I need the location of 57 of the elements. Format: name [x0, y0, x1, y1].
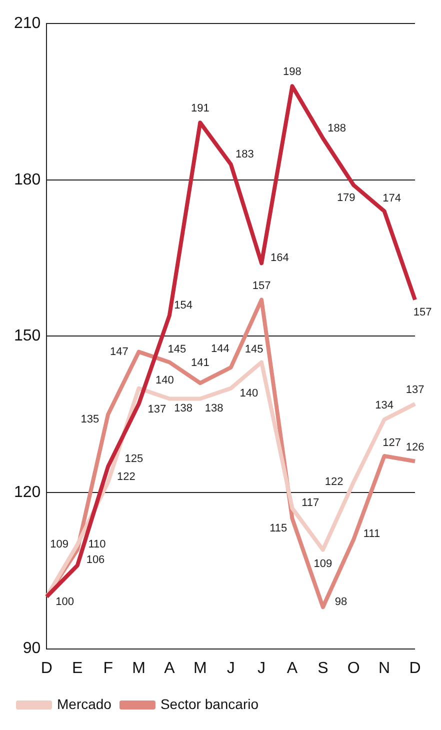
- data-label: 198: [283, 66, 302, 78]
- data-label: 164: [270, 252, 289, 264]
- x-tick-label: F: [103, 660, 114, 677]
- data-label: 183: [236, 148, 254, 160]
- data-label: 141: [190, 357, 210, 370]
- data-label: 137: [406, 384, 424, 396]
- data-label: 115: [270, 522, 288, 534]
- data-label: 122: [117, 470, 136, 483]
- data-label: 157: [413, 306, 432, 319]
- x-tick-label: J: [226, 660, 235, 677]
- data-label: 191: [190, 102, 210, 115]
- x-tick-label: N: [378, 660, 390, 677]
- data-label: 125: [124, 452, 144, 465]
- data-label: 109: [50, 538, 68, 550]
- x-tick-label: D: [40, 660, 52, 677]
- data-label: 98: [334, 596, 348, 608]
- legend-label: Sector bancario: [160, 696, 259, 712]
- data-label: 137: [148, 403, 166, 416]
- x-tick-label: D: [409, 660, 421, 677]
- data-label: 117: [302, 496, 320, 509]
- data-label: 157: [252, 280, 271, 292]
- data-label: 106: [86, 554, 105, 566]
- x-tick-label: M: [132, 660, 146, 677]
- data-label: 138: [204, 402, 224, 415]
- y-tick-label: 150: [14, 328, 41, 345]
- data-label: 147: [110, 346, 128, 358]
- y-tick-label: 90: [22, 640, 41, 658]
- data-label: 179: [336, 192, 356, 204]
- y-tick-label: 120: [14, 484, 41, 501]
- data-label: 126: [406, 441, 424, 454]
- data-label: 110: [88, 538, 106, 551]
- data-label: 154: [174, 299, 193, 312]
- x-tick-label: M: [193, 660, 207, 677]
- data-label: 127: [382, 437, 401, 450]
- data-label: 134: [375, 400, 394, 412]
- x-tick-label: A: [286, 660, 298, 677]
- legend-label: Mercado: [57, 696, 112, 712]
- data-label: 174: [382, 192, 401, 204]
- data-label: 140: [240, 388, 258, 400]
- data-label: 135: [80, 414, 100, 426]
- y-tick-label: 180: [14, 171, 41, 188]
- x-tick-label: O: [347, 660, 360, 677]
- x-tick-label: J: [258, 660, 266, 677]
- x-tick-label: S: [318, 660, 328, 677]
- data-label: 122: [324, 476, 344, 488]
- data-label: 188: [328, 122, 346, 134]
- data-label: 145: [168, 343, 186, 356]
- data-label: 111: [363, 528, 380, 540]
- y-tick-label: 210: [14, 15, 41, 32]
- data-label: 144: [210, 343, 230, 356]
- data-label: 145: [244, 343, 264, 356]
- x-tick-label: E: [72, 660, 83, 677]
- x-tick-label: A: [164, 660, 176, 677]
- data-label: 140: [155, 374, 174, 387]
- data-label: 138: [174, 402, 193, 415]
- data-label: 109: [314, 558, 332, 570]
- data-label: 100: [56, 596, 74, 608]
